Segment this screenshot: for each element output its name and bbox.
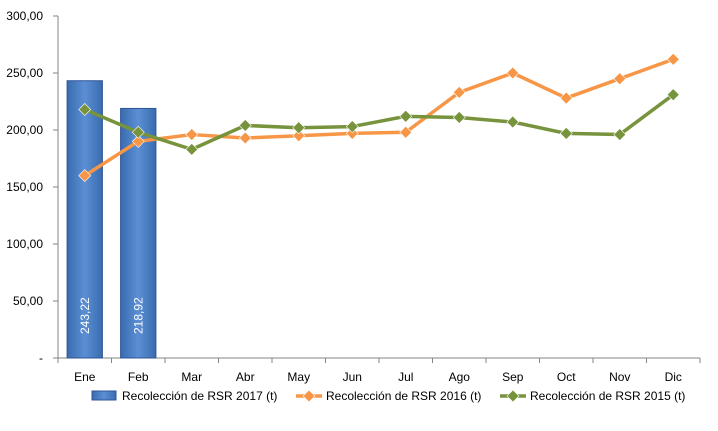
x-tick-label: Jul [398, 370, 413, 384]
bar-data-label: 218,92 [131, 297, 145, 334]
x-tick-label: Ago [449, 370, 471, 384]
legend-swatch [91, 390, 117, 401]
x-tick-label: Oct [557, 370, 576, 384]
series-line [83, 57, 674, 178]
x-tick-label: Mar [181, 370, 202, 384]
line-point [613, 72, 627, 86]
x-tick-label: Feb [128, 370, 149, 384]
legend-label: Recolección de RSR 2016 (t) [326, 389, 481, 403]
line-point [185, 142, 199, 156]
line-point [238, 131, 252, 145]
line-point [292, 121, 306, 135]
y-tick-label: - [39, 351, 43, 365]
line-point [399, 125, 413, 139]
line-point [78, 103, 92, 116]
line-point [131, 134, 145, 148]
x-tick-label: Jun [343, 370, 362, 384]
bar [66, 80, 103, 359]
y-tick-label: 100,00 [6, 237, 43, 251]
line-point [559, 91, 573, 105]
line-point [666, 88, 680, 102]
line-point [345, 120, 359, 134]
bar-data-label: 243,22 [78, 297, 92, 334]
x-tick-label: Abr [236, 370, 255, 384]
line-point [238, 119, 252, 132]
y-tick-label: 50,00 [13, 294, 43, 308]
x-tick-label: Sep [502, 370, 524, 384]
x-tick-label: May [287, 370, 310, 384]
line-point [559, 126, 573, 140]
line-point [302, 389, 316, 403]
line-point [666, 52, 680, 66]
line-point [613, 128, 627, 141]
y-tick-label: 200,00 [6, 123, 43, 137]
line-point [506, 115, 520, 129]
legend: Recolección de RSR 2017 (t) Recolección d… [91, 389, 685, 403]
y-tick-label: 250,00 [6, 66, 43, 80]
line-point [78, 169, 92, 183]
line-point [185, 128, 199, 141]
line-point [506, 389, 520, 403]
x-tick-label: Nov [609, 370, 630, 384]
y-axis: - 50,00 100,00 150,00 200,00 250,00 300,00 [6, 9, 59, 365]
line-point [506, 66, 520, 80]
line-point [452, 85, 466, 99]
legend-label: Recolección de RSR 2015 (t) [530, 389, 685, 403]
x-axis: Ene Feb Mar Abr May Jun Jul Ago Sep Oct Nov Dic [57, 357, 701, 384]
y-tick-label: 150,00 [6, 180, 43, 194]
line-point [345, 126, 359, 140]
line-series [78, 52, 680, 183]
x-tick-label: Dic [665, 370, 682, 384]
line-point [292, 129, 306, 143]
line-point [131, 125, 145, 139]
series-line [84, 93, 675, 152]
legend-label: Recolección de RSR 2017 (t) [122, 389, 277, 403]
y-tick-label: 300,00 [6, 9, 43, 23]
line-point [452, 111, 466, 124]
x-tick-label: Ene [74, 370, 96, 384]
line-point [399, 109, 413, 123]
bar-series: 243,22 218,92 [66, 80, 157, 359]
